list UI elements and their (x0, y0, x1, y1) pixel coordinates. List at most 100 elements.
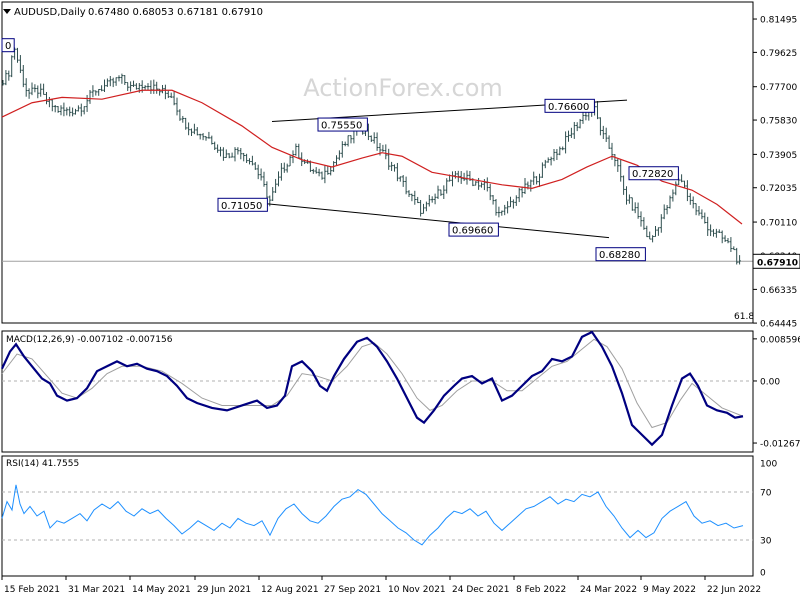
y-tick-label: 0.72035 (760, 184, 797, 194)
level-label: 0.72820 (632, 169, 673, 180)
level-label-box (1, 38, 15, 53)
y-tick-label: 0.73905 (760, 151, 797, 161)
price-bar (254, 162, 257, 170)
price-bar (512, 199, 515, 209)
price-bar (352, 130, 356, 144)
price-bar (602, 125, 605, 140)
price-bar (570, 127, 573, 138)
price-bar (56, 106, 60, 113)
price-bar (573, 121, 576, 139)
panel-frames (1, 1, 754, 577)
x-tick-label: 8 Feb 2022 (516, 585, 566, 595)
panel-frame (1, 455, 754, 577)
price-bar (639, 211, 643, 227)
price-bar (190, 128, 193, 137)
price-bar (222, 147, 225, 161)
x-tick-label: 31 Mar 2021 (68, 585, 125, 595)
price-bar (416, 196, 419, 204)
x-tick-label: 15 Feb 2021 (4, 585, 60, 595)
price-bar (729, 237, 733, 252)
x-tick-label: 24 Mar 2022 (580, 585, 637, 595)
price-bar (109, 75, 112, 87)
price-bar (480, 182, 483, 188)
price-bar (439, 189, 443, 196)
rsi-tick-label: 70 (760, 489, 772, 499)
price-bar (404, 176, 408, 195)
price-bar (454, 171, 457, 179)
price-bar (654, 226, 657, 237)
level-label-box (217, 197, 268, 212)
price-bar (120, 73, 124, 84)
price-bar (445, 178, 448, 194)
price-bar (712, 229, 715, 237)
price-bar (259, 168, 263, 181)
y-tick-label: 0.75830 (760, 117, 797, 127)
price-bar (529, 179, 533, 192)
price-bar (285, 163, 289, 173)
price-bar (703, 212, 707, 224)
price-bar (59, 105, 63, 116)
panel-frame (1, 1, 754, 324)
price-bar (326, 166, 330, 175)
price-bar (288, 155, 292, 167)
price-bar (491, 195, 495, 205)
price-bar (697, 205, 701, 216)
price-bar (198, 133, 202, 140)
price-bar (335, 155, 338, 166)
price-bar (82, 106, 86, 115)
price-bar (604, 127, 608, 142)
price-bar (422, 203, 425, 214)
price-bar (53, 104, 57, 113)
rsi-indicator-label: RSI(14) 41.7555 (6, 459, 79, 469)
price-bar (36, 85, 40, 99)
x-tick-label: 9 May 2022 (643, 585, 696, 595)
fibonacci-label: 61.8 (734, 312, 754, 322)
price-bar (126, 81, 129, 91)
price-bar (544, 159, 547, 169)
price-bar (607, 135, 611, 149)
price-bar (74, 108, 77, 115)
price-bar (4, 70, 8, 86)
price-bar (346, 135, 350, 147)
window-menu-icon[interactable] (3, 9, 11, 14)
price-bar (642, 217, 646, 230)
price-bar (671, 189, 675, 202)
watermark-text: ActionForex.com (303, 74, 503, 102)
price-bar (42, 83, 45, 95)
price-bar (683, 180, 686, 189)
rsi-tick-label: 30 (760, 537, 772, 547)
price-bar (735, 247, 738, 265)
price-bar (143, 85, 147, 91)
price-bar (668, 195, 672, 209)
level-label-box (448, 222, 499, 237)
price-bar (1, 79, 5, 86)
price-bar (497, 206, 501, 218)
price-bar (549, 156, 553, 166)
price-bar (329, 166, 332, 176)
price-bar (689, 193, 692, 205)
price-bar (88, 90, 92, 104)
y-tick-label: 0.66335 (760, 286, 797, 296)
level-label: 0.75550 (321, 121, 362, 132)
price-bar (575, 122, 579, 132)
price-bar (30, 82, 34, 96)
price-bar (700, 209, 704, 220)
trendline (263, 203, 610, 239)
price-bar (239, 147, 243, 160)
price-bar (520, 186, 524, 198)
price-bar (486, 177, 489, 192)
price-bar (225, 149, 228, 158)
price-bar (210, 135, 214, 145)
price-bar (494, 198, 498, 216)
price-bar (343, 141, 347, 147)
signal-line (1, 338, 744, 429)
price-bar (401, 175, 405, 187)
price-bar (236, 147, 240, 155)
price-bar (230, 152, 234, 158)
price-bar (633, 202, 637, 214)
price-bar (541, 162, 544, 178)
price-bar (387, 148, 390, 170)
price-bar (146, 83, 150, 91)
price-bar (33, 84, 37, 93)
